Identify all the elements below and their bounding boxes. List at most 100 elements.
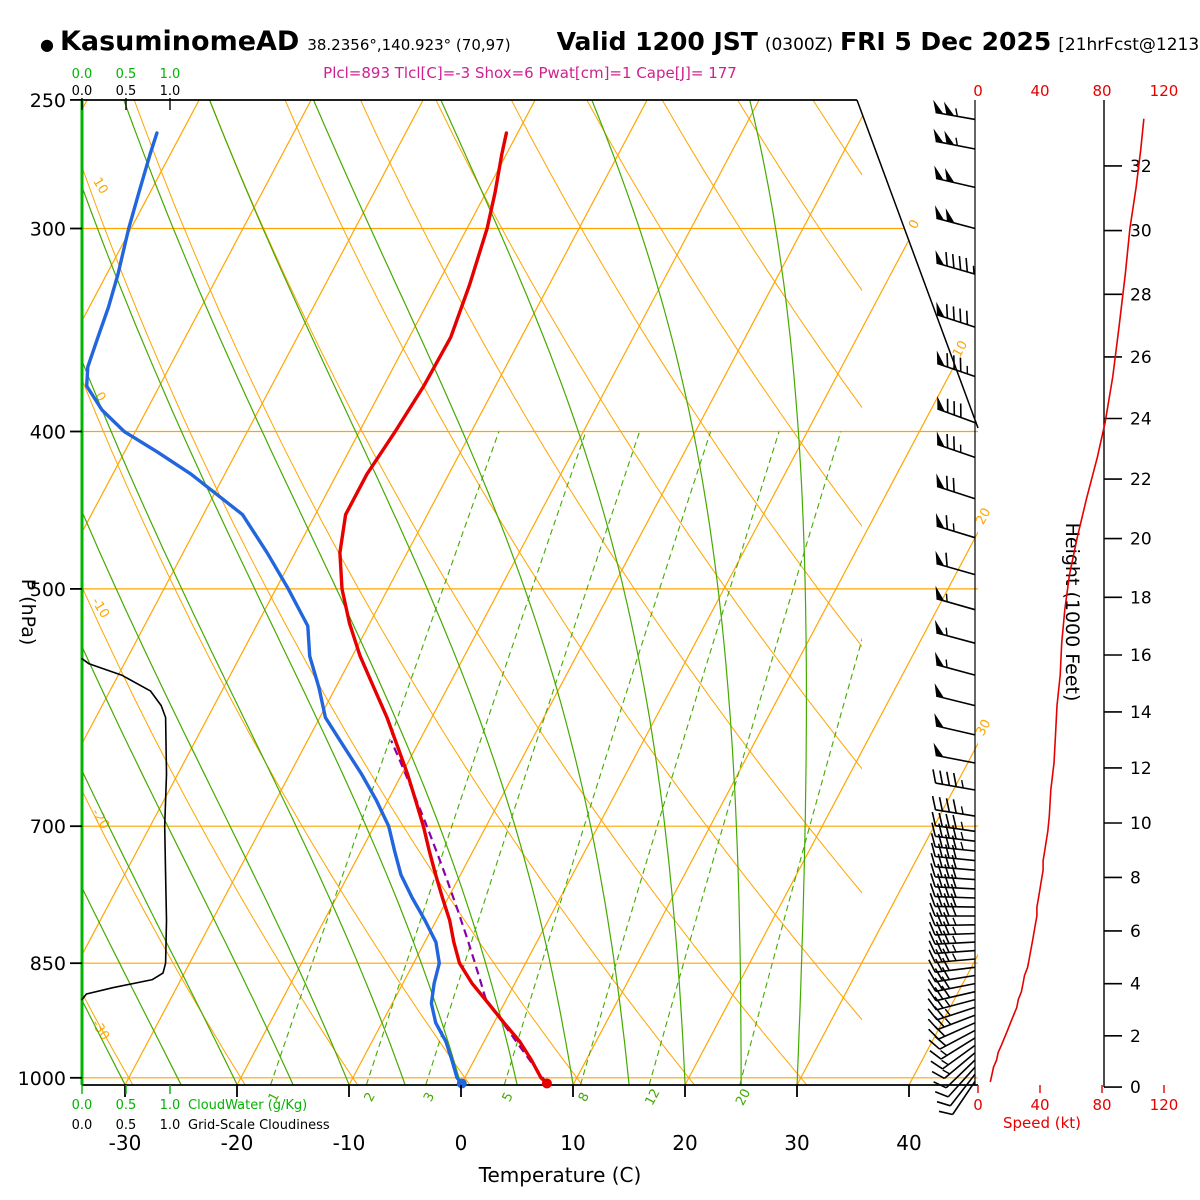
plot-frame [81,99,978,1086]
height-tick-label: 4 [1130,975,1141,995]
barb-full [927,998,938,1011]
height-tick-label: 14 [1130,703,1152,723]
dry-adiabat-120 [888,100,1200,1085]
dry-adiabat-label--30: -30 [88,1017,112,1043]
isotherm--30 [124,100,648,1085]
barb-shaft [936,525,976,539]
barb-pennant [935,250,945,266]
barb-full [936,893,943,907]
barb-full [929,902,936,917]
mixing-ratio-20 [739,637,862,1085]
dry-adiabat-50 [360,100,862,894]
cloudwater-scale-top: 0.5 [116,67,137,82]
barb-shaft [934,905,976,908]
barb-full [933,1081,947,1089]
barb-full [965,310,969,325]
barb-shaft [936,314,976,328]
barb-full [945,252,948,267]
temp-tick-label: -10 [333,1131,366,1155]
barb-shaft [951,1080,976,1115]
mixing-ratio-2 [365,431,587,1085]
cloudwater-scale-top: 0.0 [72,67,93,82]
barb-half [960,841,964,850]
barb-full [951,844,957,859]
cloudwater-axis: 0.0 0.0 0.0 0.0 0.5 0.5 0.5 0.5 1.0 1.0 1.0 1.0 Clou… [72,67,330,1133]
dry-adiabat-20 [133,100,695,1085]
height-tick-label: 20 [1130,530,1152,550]
pressure-tick-label: 400 [30,421,66,443]
barb-full [952,772,958,787]
barb-full [939,770,944,785]
barb-full [942,939,950,953]
speed-top-label: 80 [1092,82,1111,100]
barb-full [935,948,943,963]
barb-full [944,873,950,888]
barb-full [935,930,943,945]
barb-pennant [936,301,945,318]
barb-full [945,798,951,813]
barb-full [950,902,957,917]
barb-pennant [936,473,945,489]
mixing-ratio-label-5: 5 [500,1090,517,1104]
barb-full [936,912,943,926]
barb-full [931,822,937,837]
barb-full [951,854,957,869]
temp-tick-label: 20 [672,1131,697,1155]
barb-pennant [945,168,955,183]
barb-full [929,892,936,907]
barb-pennant [934,713,944,728]
isotherm-label-0: 0 [906,217,923,231]
cloudiness-scale-top: 0.0 [72,84,93,99]
pressure-axis: 250 300 400 500 700 850 1000 P (hPa) [17,90,82,1090]
barb-shaft [947,1066,976,1098]
barb-full [932,769,937,784]
barb-shaft [935,754,976,764]
dewpoint-curve-group [85,131,467,1089]
isotherm-label-30: 30 [973,717,994,739]
station-name: KasuminomeAD [59,26,300,57]
dry-adiabat-40 [284,100,862,1021]
barb-full [943,902,950,917]
isobar-grid [82,227,978,1079]
mixing-ratio-labels: 1 2 3 5 8 12 20 [266,1087,754,1109]
barb-full [950,883,957,898]
dry-adiabat-80 [586,100,862,527]
barb-full [936,902,943,917]
barb-full [937,853,943,868]
barb-full [951,254,955,269]
barb-full [952,799,957,814]
mixing-ratio-3 [425,431,641,1085]
barb-full [930,873,936,888]
barb-pennant [945,208,955,224]
dry-adiabat-100 [737,100,862,292]
barb-pennant [936,431,945,447]
speed-bottom-label: 120 [1150,1096,1179,1114]
mixing-ratio-label-2: 2 [362,1090,379,1104]
height-tick-label: 8 [1130,868,1141,888]
pressure-axis-title: P (hPa) [17,579,39,646]
height-tick-label: 0 [1130,1078,1141,1098]
barb-full [952,477,955,492]
barb-full [946,771,951,786]
moist-adiabat-15 [312,100,630,1085]
barb-full [934,968,944,982]
barb-full [937,843,943,858]
mixing-ratio-label-8: 8 [576,1090,593,1104]
moist-adiabat-10 [208,100,574,1085]
height-tick-label: 18 [1130,588,1152,608]
barb-half [955,137,958,146]
cloudiness-scale-bottom: 0.0 [72,1118,93,1133]
moist-adiabat-5 [123,100,518,1085]
boundary-line [856,99,979,429]
moist-adiabat--5 [82,359,406,1085]
moist-adiabat-25 [591,100,742,1085]
barb-full [937,863,943,878]
barb-full [930,863,936,878]
dry-adiabat-label--10: -10 [88,595,112,621]
speed-curve [989,118,1145,1083]
mixing-ratio-1 [270,431,500,1085]
barb-half [952,917,957,926]
temperature-curve-group [338,131,552,1089]
